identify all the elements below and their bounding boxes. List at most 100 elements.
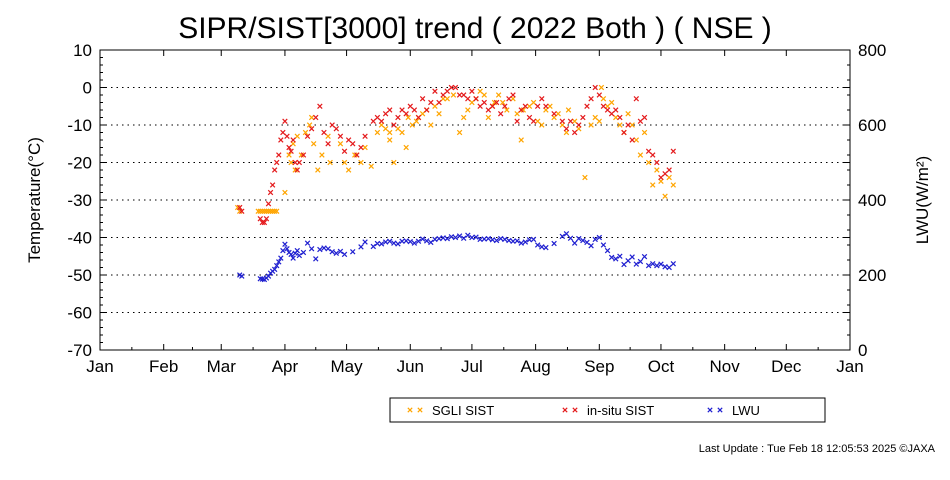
in-situ-sist-point: [419, 96, 426, 102]
lwu-point: [444, 235, 450, 242]
lwu-point: [313, 256, 319, 262]
legend-box: [389, 397, 826, 423]
in-situ-sist-point: [362, 133, 368, 139]
legend-label: in-situ SIST: [587, 403, 654, 418]
in-situ-sist-point: [543, 103, 549, 109]
in-situ-sist-point: [432, 88, 438, 94]
lwu-point: [280, 247, 286, 254]
lwu-point: [448, 234, 455, 240]
in-situ-sist-point: [436, 99, 442, 106]
sgli-sist-point: [650, 182, 656, 188]
in-situ-sist-point: [261, 219, 268, 226]
lwu-point: [489, 237, 496, 243]
sgli-sist-point: [327, 159, 333, 166]
sgli-sist-point: [387, 137, 393, 143]
lwu-point: [304, 240, 311, 246]
in-situ-sist-point: [551, 111, 557, 117]
sgli-sist-point: [319, 152, 325, 158]
lwu-point: [333, 250, 340, 256]
in-situ-sist-point: [282, 118, 288, 124]
in-situ-sist-point: [576, 122, 582, 128]
sgli-sist-point: [641, 129, 648, 136]
sgli-sist-point: [310, 141, 317, 147]
in-situ-sist-point: [407, 103, 413, 109]
sgli-sist-point: [368, 163, 374, 169]
lwu-point: [382, 239, 389, 245]
in-situ-sist-point: [286, 144, 292, 151]
in-situ-sist-point: [239, 208, 245, 214]
x-tick-label: Apr: [272, 357, 299, 376]
sgli-sist-point: [465, 107, 471, 113]
sgli-sist-point: [234, 204, 241, 211]
sgli-sist-point: [625, 111, 631, 117]
legend-label: SGLI SIST: [432, 403, 494, 418]
lwu-point: [485, 235, 492, 242]
in-situ-sist-point: [571, 129, 578, 136]
lwu-point: [300, 249, 307, 256]
lwu-point: [625, 258, 631, 264]
in-situ-sist-point: [621, 129, 627, 136]
in-situ-sist-point: [645, 148, 652, 154]
lwu-point: [654, 262, 660, 269]
x-tick-label: Sep: [584, 357, 614, 376]
lwu-point: [637, 258, 644, 265]
in-situ-sist-point: [460, 92, 467, 98]
legend-marker: [717, 407, 723, 413]
lwu-point: [378, 241, 385, 247]
sgli-sist-point: [547, 103, 553, 109]
lwu-point: [613, 256, 619, 262]
sgli-sist-point: [477, 88, 483, 94]
in-situ-sist-point: [514, 118, 520, 124]
sgli-sist-point: [382, 126, 389, 132]
lwu-point: [273, 262, 280, 269]
sgli-sist-point: [617, 122, 623, 128]
sgli-sist-point: [582, 174, 588, 181]
lwu-point: [576, 235, 582, 242]
sgli-sist-point: [391, 159, 397, 166]
sgli-sist-point: [571, 118, 578, 124]
sgli-sist-point: [666, 174, 672, 181]
in-situ-sist-point: [271, 167, 278, 173]
in-situ-sist-point: [257, 216, 263, 222]
in-situ-sist-point: [313, 114, 319, 121]
in-situ-sist-point: [308, 126, 315, 132]
in-situ-sist-point: [273, 159, 280, 166]
in-situ-sist-point: [374, 114, 381, 121]
in-situ-sist-point: [592, 84, 598, 91]
in-situ-sist-point: [493, 99, 500, 106]
y-tick-label: -40: [67, 229, 92, 248]
y2-tick-label: 800: [858, 41, 886, 60]
y-axis-label: Temperature(°C): [25, 137, 44, 263]
in-situ-sist-point: [415, 114, 422, 121]
sgli-sist-point: [555, 111, 561, 117]
lwu-point: [539, 244, 545, 250]
sgli-sist-point: [302, 129, 309, 136]
in-situ-sist-point: [481, 99, 487, 106]
lwu-point: [596, 234, 603, 241]
in-situ-sist-point: [625, 122, 631, 128]
lwu-point: [600, 242, 607, 248]
lwu-point: [650, 261, 656, 267]
lwu-point: [530, 236, 537, 243]
in-situ-sist-point: [559, 118, 566, 124]
sgli-sist-point: [504, 107, 510, 113]
lwu-point: [563, 231, 570, 237]
lwu-point: [358, 244, 364, 250]
in-situ-sist-point: [263, 216, 270, 222]
lwu-point: [658, 261, 664, 267]
sgli-sist-point: [662, 193, 668, 199]
lwu-point: [436, 235, 442, 242]
in-situ-sist-point: [580, 114, 586, 121]
x-tick-label: Oct: [648, 357, 675, 376]
sgli-sist-point: [495, 92, 502, 98]
sgli-sist-point: [645, 159, 652, 166]
sgli-sist-point: [395, 126, 401, 132]
lwu-point: [633, 261, 640, 267]
in-situ-sist-point: [440, 92, 446, 98]
sgli-sist-point: [308, 114, 315, 121]
sgli-sist-point: [403, 144, 409, 151]
in-situ-sist-point: [337, 133, 344, 139]
lwu-point: [497, 235, 504, 242]
sgli-sist-point: [436, 111, 442, 117]
